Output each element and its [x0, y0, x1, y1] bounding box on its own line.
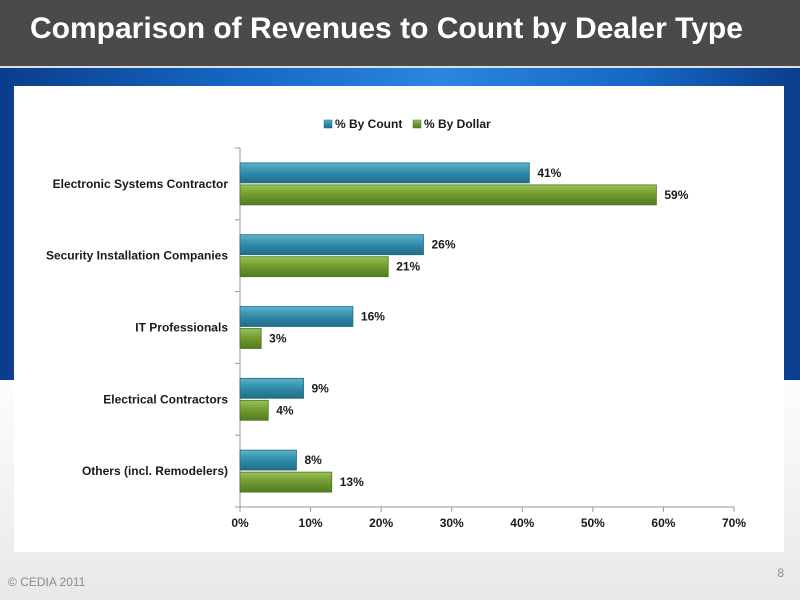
data-label: 16% [361, 310, 385, 324]
x-tick-label: 50% [581, 516, 605, 530]
data-label: 21% [396, 260, 420, 274]
copyright-text: CEDIA 2011 [20, 575, 86, 589]
legend-label-1: % By Dollar [424, 117, 491, 131]
chart-panel: % By Count % By Dollar 0% 10% 20% 30% 40% 50% 6… [14, 86, 784, 552]
x-tick-label: 0% [231, 516, 249, 530]
bar-count [239, 449, 297, 471]
bar-chart: % By Count % By Dollar 0% 10% 20% 30% 40% 50% 6… [46, 117, 746, 530]
bar-dollar [239, 328, 262, 349]
x-tick-label: 10% [299, 516, 323, 530]
data-label: 59% [664, 188, 688, 202]
copyright-footer: © CEDIA 2011 [8, 575, 85, 589]
category-label: Security Installation Companies [46, 249, 228, 263]
bar-dollar [239, 256, 389, 278]
data-label: 3% [269, 332, 287, 346]
chart-legend: % By Count % By Dollar [323, 117, 491, 131]
x-tick-label: 70% [722, 516, 746, 530]
bar-count [239, 234, 424, 256]
x-tick-label: 40% [510, 516, 534, 530]
copyright-symbol: © [8, 575, 17, 589]
x-tick-label: 20% [369, 516, 393, 530]
data-label: 41% [537, 166, 561, 180]
bar-dollar [239, 399, 269, 421]
data-label: 26% [431, 238, 455, 252]
page-number: 8 [777, 566, 784, 580]
legend-label-0: % By Count [335, 117, 402, 131]
bar-count [239, 306, 354, 327]
category-label: Electrical Contractors [103, 392, 228, 406]
legend-swatch-0 [323, 119, 333, 129]
bar-dollar [239, 471, 333, 493]
category-label: IT Professionals [135, 321, 228, 335]
data-label: 13% [340, 475, 364, 489]
chart-bars: Electronic Systems Contractor 41% 59% Secur… [46, 162, 689, 493]
bar-count [239, 377, 304, 399]
title-bar: Comparison of Revenues to Count by Deale… [0, 0, 800, 68]
category-label: Others (incl. Remodelers) [82, 464, 228, 478]
data-label: 9% [312, 381, 330, 395]
page-title: Comparison of Revenues to Count by Deale… [30, 12, 743, 45]
bar-dollar [239, 184, 657, 206]
x-tick-label: 30% [440, 516, 464, 530]
x-tick-label: 60% [651, 516, 675, 530]
bar-count [239, 162, 530, 184]
data-label: 4% [276, 403, 294, 417]
category-label: Electronic Systems Contractor [53, 177, 229, 191]
legend-swatch-1 [412, 119, 422, 129]
chart-axes: 0% 10% 20% 30% 40% 50% 60% 70% [231, 147, 746, 530]
data-label: 8% [304, 453, 322, 467]
